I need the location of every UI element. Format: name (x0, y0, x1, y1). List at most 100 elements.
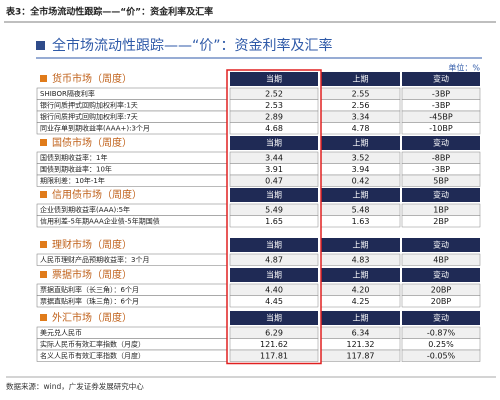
value: 3.91 (265, 165, 283, 174)
title-bullet (36, 41, 45, 50)
column-header-text: 上期 (353, 314, 369, 323)
value: 20BP (431, 285, 452, 294)
value-cell (401, 215, 481, 228)
value: 3.44 (265, 153, 283, 162)
column-header-text: 上期 (353, 271, 369, 280)
column-header (321, 238, 400, 252)
value: 4.25 (352, 297, 370, 306)
value: 4.45 (265, 297, 283, 306)
row-label: 国债到期收益率：1年 (40, 153, 107, 162)
section-title: 外汇市场（周度） (52, 311, 132, 324)
value: 2.52 (265, 89, 283, 98)
value: -3BP (432, 89, 450, 98)
value-cell (229, 349, 319, 362)
column-header (402, 238, 480, 252)
column-header-text: 上期 (353, 191, 369, 200)
value: 2.53 (265, 101, 283, 110)
row-label: 票据直贴利率（珠三角）：6个月 (40, 296, 139, 305)
column-header-text: 当期 (266, 270, 282, 280)
value: 4.83 (352, 255, 370, 264)
column-header (321, 136, 400, 150)
value: 2.89 (265, 112, 283, 121)
section-bullet (40, 139, 47, 146)
row-label: 企业债到期收益率(AAA):5年 (40, 205, 130, 214)
row-label: 银行间质押式回购加权利率:1天 (40, 100, 138, 109)
value: 4BP (433, 255, 449, 264)
column-header (230, 311, 318, 325)
column-header-text: 当期 (266, 138, 282, 148)
value-cell (229, 215, 319, 228)
column-header (402, 72, 480, 86)
value-cell (229, 253, 319, 266)
row-label: 名义人民币有效汇率指数（月度） (40, 351, 145, 360)
column-header-text: 上期 (353, 241, 369, 250)
value-cell (229, 122, 319, 135)
row-label: 信用利差-5年期AAA企业债-5年期国债 (40, 216, 160, 225)
value-cell (401, 295, 481, 308)
section-title: 国债市场（周度） (52, 136, 132, 149)
caption: 表3：全市场流动性跟踪——“价”：资金利率及汇率 (5, 6, 213, 18)
column-header-text: 当期 (266, 190, 282, 200)
value: -3BP (432, 165, 450, 174)
value: 121.32 (347, 340, 375, 349)
value: 5.49 (265, 205, 283, 214)
column-header (402, 268, 480, 282)
value: 5.48 (352, 205, 370, 214)
value: 2.55 (352, 89, 370, 98)
row-label: 票据直贴利率（长三角）：6个月 (40, 285, 139, 294)
source: 数据来源：wind，广发证券发展研究中心 (6, 381, 144, 391)
column-header-text: 变动 (433, 270, 449, 280)
column-header (321, 311, 400, 325)
row-label: 同业存单到期收益率(AAA+):3个月 (40, 123, 150, 132)
value: 20BP (431, 297, 452, 306)
row-label: 银行间质押式回购加权利率:7天 (40, 112, 138, 121)
value: 4.87 (265, 255, 283, 264)
value: 121.62 (260, 340, 288, 349)
column-header-text: 上期 (353, 139, 369, 148)
value: 6.29 (265, 328, 283, 337)
value: 1.65 (265, 217, 283, 226)
value: 2.56 (352, 101, 370, 110)
value: 4.40 (265, 285, 283, 294)
value: 117.81 (260, 351, 288, 360)
column-header (230, 136, 318, 150)
column-header (402, 188, 480, 202)
value: -45BP (429, 112, 453, 121)
value: -0.05% (427, 351, 456, 360)
section-title: 货币市场（周度） (52, 72, 132, 85)
value: 5BP (433, 176, 449, 185)
column-header (402, 311, 480, 325)
value: 3.34 (352, 112, 370, 121)
value: 2BP (433, 217, 449, 226)
value: 1.63 (352, 217, 370, 226)
value-cell (401, 174, 481, 187)
column-header-text: 当期 (266, 74, 282, 84)
section-bullet (40, 271, 47, 278)
column-header (321, 188, 400, 202)
column-header (230, 238, 318, 252)
row-label: 美元兑人民币 (40, 328, 82, 337)
value: 0.47 (265, 176, 283, 185)
column-header (402, 136, 480, 150)
section-bullet (40, 314, 47, 321)
column-header-text: 变动 (433, 138, 449, 148)
value: -0.87% (427, 328, 456, 337)
row-label: 期限利差：10年-1年 (40, 176, 105, 185)
unit: 单位：% (448, 63, 480, 73)
value-cell (229, 295, 319, 308)
column-header (230, 72, 318, 86)
section-bullet (40, 75, 47, 82)
column-header (230, 268, 318, 282)
column-header (230, 188, 318, 202)
value: -8BP (432, 153, 450, 162)
section-title: 理财市场（周度） (52, 238, 132, 251)
column-header-text: 上期 (353, 75, 369, 84)
section-bullet (40, 191, 47, 198)
column-header-text: 变动 (433, 240, 449, 250)
highlight-box (226, 69, 322, 365)
value: 4.78 (352, 124, 370, 133)
value: -3BP (432, 101, 450, 110)
value: 4.68 (265, 124, 283, 133)
section-title: 信用债市场（周度） (52, 188, 142, 201)
